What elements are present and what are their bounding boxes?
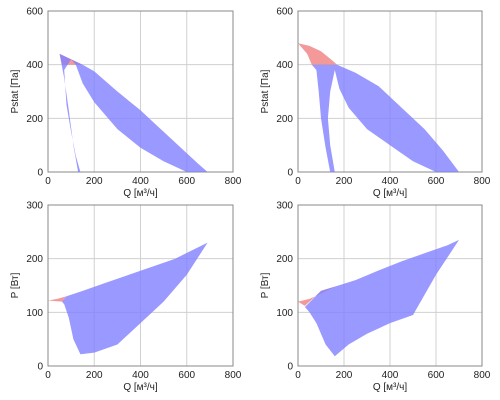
x-tick-label: 400 (132, 176, 149, 187)
y-axis-label: Pstat [Па] (10, 69, 21, 113)
y-tick-label: 0 (37, 362, 43, 373)
y-tick-label: 600 (26, 7, 43, 18)
y-axis-label: P [Вт] (10, 272, 21, 298)
y-axis-label: Pstat [Па] (260, 69, 271, 113)
x-tick-label: 800 (225, 176, 242, 187)
red-region (48, 296, 67, 302)
red-region (298, 286, 335, 306)
x-axis-label: Q [м³/ч] (123, 188, 158, 199)
blue-region (61, 242, 208, 355)
x-tick-label: 800 (225, 370, 242, 381)
x-tick-label: 200 (86, 176, 103, 187)
x-axis-label: Q [м³/ч] (123, 382, 158, 393)
x-tick-label: 400 (132, 370, 149, 381)
plot-frame (47, 10, 234, 173)
blue-region (311, 64, 459, 172)
y-tick-label: 400 (26, 60, 43, 71)
y-tick-label: 100 (276, 308, 293, 319)
plot-frame (47, 204, 234, 367)
x-tick-label: 400 (382, 176, 399, 187)
y-tick-label: 200 (276, 114, 293, 125)
y-tick-label: 200 (26, 114, 43, 125)
chart-panel-3: 0 200 400 600 800 0 100 200 300 Q [м³/ч] P [Вт] (10, 201, 242, 394)
plot-frame (297, 204, 483, 367)
y-tick-label: 0 (287, 168, 293, 179)
x-tick-label: 600 (178, 370, 195, 381)
x-tick-label: 400 (382, 370, 399, 381)
y-tick-label: 0 (287, 362, 293, 373)
y-tick-label: 200 (276, 254, 293, 265)
y-tick-label: 0 (37, 168, 43, 179)
x-tick-label: 800 (474, 176, 491, 187)
x-tick-label: 600 (428, 176, 445, 187)
y-axis-label: P [Вт] (260, 272, 271, 298)
x-tick-label: 200 (336, 176, 353, 187)
y-tick-label: 300 (276, 201, 293, 212)
red-region (298, 43, 338, 65)
x-tick-label: 800 (474, 370, 491, 381)
x-tick-label: 0 (45, 370, 51, 381)
blue-region (304, 239, 459, 357)
chart-panel-2: 0 200 400 600 800 0 200 400 600 Q [м³/ч] Pstat [Па… (260, 7, 491, 200)
y-tick-label: 400 (276, 60, 293, 71)
x-axis-label: Q [м³/ч] (373, 382, 408, 393)
x-tick-label: 0 (295, 370, 301, 381)
y-tick-label: 100 (26, 308, 43, 319)
x-tick-label: 0 (45, 176, 51, 187)
chart-panel-4: 0 200 400 600 800 0 100 200 300 Q [м³/ч] P [Вт] (260, 201, 491, 394)
x-tick-label: 600 (178, 176, 195, 187)
chart-panel-1: 0 200 400 600 800 0 200 400 600 Q [м³/ч] Pstat [Па… (10, 7, 242, 200)
x-tick-label: 200 (336, 370, 353, 381)
x-tick-label: 600 (428, 370, 445, 381)
y-tick-label: 200 (26, 254, 43, 265)
blue-region (59, 53, 208, 172)
x-tick-label: 0 (295, 176, 301, 187)
x-axis-label: Q [м³/ч] (373, 188, 408, 199)
plot-frame (297, 10, 483, 173)
y-tick-label: 600 (276, 7, 293, 18)
x-tick-label: 200 (86, 370, 103, 381)
y-tick-label: 300 (26, 201, 43, 212)
